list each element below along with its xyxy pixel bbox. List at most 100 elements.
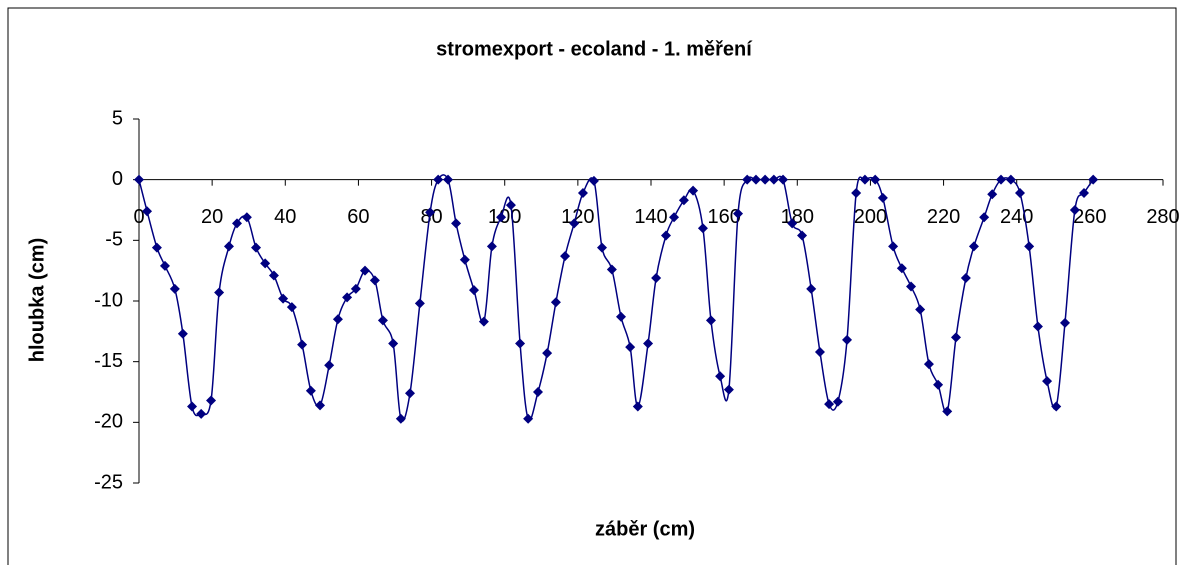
data-point <box>1051 401 1062 412</box>
data-point <box>142 206 153 217</box>
data-point <box>241 212 252 223</box>
data-point <box>342 292 353 303</box>
data-point <box>404 388 415 399</box>
y-tick-label: 5 <box>112 107 123 129</box>
x-tick-label: 140 <box>634 206 667 228</box>
data-point <box>896 263 907 274</box>
data-point <box>505 200 516 211</box>
data-point <box>778 174 789 185</box>
data-point <box>169 283 180 294</box>
data-point <box>324 360 335 371</box>
data-point <box>760 174 771 185</box>
data-point <box>360 265 371 276</box>
data-point <box>486 241 497 252</box>
x-axis-label: záběr (cm) <box>595 518 695 540</box>
data-point <box>596 242 607 253</box>
data-point <box>569 218 580 229</box>
data-point <box>1024 241 1035 252</box>
data-point <box>806 283 817 294</box>
data-point <box>577 188 588 199</box>
x-tick-label: 40 <box>274 206 296 228</box>
data-point <box>768 174 779 185</box>
data-point <box>750 174 761 185</box>
data-point <box>395 413 406 424</box>
data-point <box>870 174 881 185</box>
data-point <box>523 413 534 424</box>
data-point <box>787 218 798 229</box>
data-point <box>742 174 753 185</box>
data-point <box>542 348 553 359</box>
data-point <box>877 192 888 203</box>
data-point <box>651 272 662 283</box>
data-point <box>1005 174 1016 185</box>
data-point <box>414 298 425 309</box>
data-point <box>177 328 188 339</box>
data-point <box>987 189 998 200</box>
data-point <box>223 241 234 252</box>
data-point <box>268 270 279 281</box>
data-point <box>888 241 899 252</box>
data-point <box>532 387 543 397</box>
data-point <box>377 315 388 326</box>
data-point <box>1079 188 1090 199</box>
data-point <box>923 359 934 370</box>
data-point <box>715 371 726 382</box>
data-point <box>459 254 470 265</box>
data-point <box>906 281 917 292</box>
data-point <box>297 339 308 350</box>
data-point <box>814 346 825 357</box>
data-point <box>851 188 862 199</box>
data-point <box>942 406 953 417</box>
x-tick-label: 120 <box>561 206 594 228</box>
data-point <box>688 185 699 196</box>
data-point <box>134 174 144 185</box>
chart-title: stromexport - ecoland - 1. měření <box>436 38 753 60</box>
data-point <box>960 272 971 283</box>
y-tick-label: -10 <box>94 289 123 311</box>
data-point <box>443 174 454 185</box>
data-point <box>196 408 207 419</box>
x-tick-label: 240 <box>1000 206 1033 228</box>
y-tick-label: -25 <box>94 471 123 493</box>
data-point <box>496 212 507 223</box>
data-point <box>515 338 526 349</box>
data-point <box>705 315 716 326</box>
data-point <box>1069 205 1080 215</box>
data-point <box>350 283 361 294</box>
data-point <box>251 242 262 253</box>
y-axis-label: hloubka (cm) <box>26 238 48 362</box>
data-point <box>632 401 643 412</box>
chart-frame <box>7 7 1177 565</box>
data-point <box>369 275 380 286</box>
x-tick-label: 20 <box>201 206 223 228</box>
x-tick-label: 80 <box>420 206 442 228</box>
x-tick-label: 220 <box>927 206 960 228</box>
data-point <box>1059 317 1070 328</box>
x-tick-label: 0 <box>133 206 144 228</box>
data-point <box>478 316 489 327</box>
x-tick-label: 200 <box>854 206 887 228</box>
data-point <box>232 218 243 229</box>
data-point <box>433 174 444 185</box>
data-point <box>305 385 316 396</box>
data-point <box>616 311 627 322</box>
data-point <box>859 174 870 185</box>
data-point <box>933 379 944 390</box>
data-point <box>187 401 198 412</box>
data-point <box>1032 321 1043 332</box>
data-point <box>797 230 808 241</box>
x-tick-label: 260 <box>1073 206 1106 228</box>
data-point <box>451 218 462 229</box>
data-point <box>733 208 744 219</box>
data-point <box>278 293 289 304</box>
data-point <box>468 285 479 296</box>
data-point <box>678 195 689 206</box>
data-point <box>979 212 990 223</box>
data-point <box>824 399 835 410</box>
x-tick-label: 180 <box>781 206 814 228</box>
data-point <box>560 251 571 262</box>
x-tick-label: 60 <box>347 206 369 228</box>
x-tick-label: 280 <box>1146 206 1179 228</box>
data-point <box>214 287 225 298</box>
